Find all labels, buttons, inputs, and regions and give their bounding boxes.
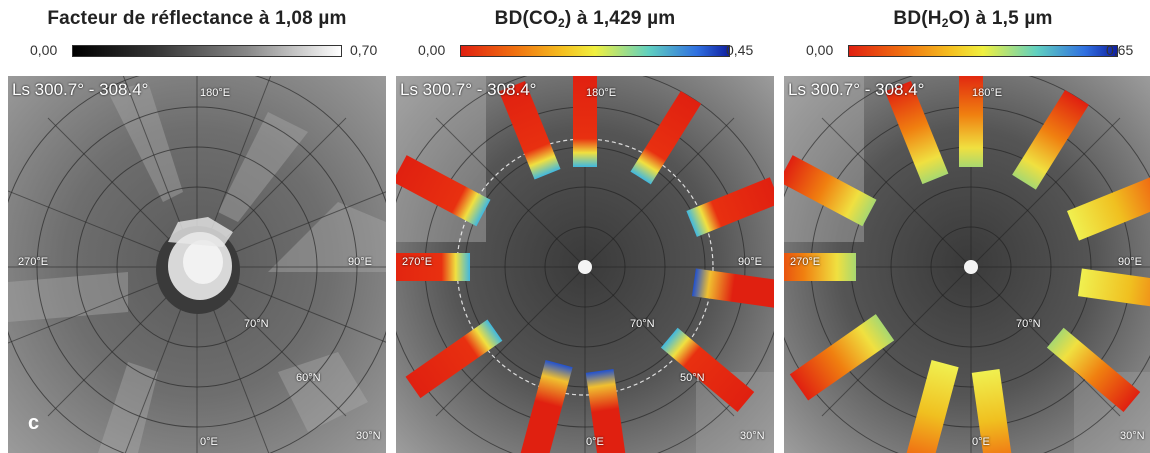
title-sub: 2: [941, 16, 949, 30]
label-90E: 90°E: [738, 256, 762, 268]
map-border: [396, 72, 774, 76]
label-270E: 270°E: [402, 256, 433, 268]
label-270E: 270°E: [18, 256, 49, 268]
title-main: BD(CO: [494, 8, 558, 29]
panel-h2o: BD(H2O) à 1,5 µm 0,00 0,65: [784, 0, 1150, 453]
map-graphic: [8, 72, 386, 453]
panel-title: BD(CO2) à 1,429 µm: [396, 8, 774, 30]
map-border: [8, 72, 386, 76]
label-180E: 180°E: [586, 87, 617, 99]
colorbar-min: 0,00: [418, 42, 446, 58]
label-50N: 50°N: [680, 372, 705, 384]
colorbar-min: 0,00: [30, 42, 58, 58]
label-180E: 180°E: [200, 87, 231, 99]
label-0E: 0°E: [972, 436, 990, 448]
map-graphic: [784, 72, 1150, 453]
title-tail: ) à 1,429 µm: [564, 8, 676, 29]
label-90E: 90°E: [348, 256, 372, 268]
panel-reflectance: Facteur de réflectance à 1,08 µm 0,00 0,…: [8, 0, 386, 453]
title-main: BD(H: [893, 8, 942, 29]
colorbar-row: 0,00 0,65: [784, 42, 1150, 62]
label-90E: 90°E: [1118, 256, 1142, 268]
panel-title: Facteur de réflectance à 1,08 µm: [47, 8, 347, 29]
label-30N: 30°N: [356, 430, 381, 442]
label-0E: 0°E: [586, 436, 604, 448]
label-70N: 70°N: [1016, 318, 1041, 330]
colorbar-max: 0,65: [1106, 42, 1134, 58]
polar-map: [8, 72, 386, 453]
colorbar-max: 0,70: [350, 42, 378, 58]
label-70N: 70°N: [630, 318, 655, 330]
colorbar: [72, 45, 342, 57]
title-tail: O) à 1,5 µm: [948, 8, 1053, 29]
title-sub: 2: [557, 16, 565, 30]
colorbar-max: 0,45: [726, 42, 754, 58]
colorbar-row: 0,00 0,70: [8, 42, 386, 62]
label-30N: 30°N: [1120, 430, 1145, 442]
polar-map: [396, 72, 774, 453]
map-graphic: [396, 72, 774, 453]
panel-title: BD(H2O) à 1,5 µm: [784, 8, 1150, 30]
panel-letter: c: [28, 412, 40, 434]
observation-strips: [784, 72, 1150, 453]
colorbar-row: 0,00 0,45: [396, 42, 774, 62]
label-70N: 70°N: [244, 318, 269, 330]
label-270E: 270°E: [790, 256, 821, 268]
colorbar: [848, 45, 1118, 57]
ls-label: Ls 300.7° - 308.4°: [400, 80, 537, 99]
label-0E: 0°E: [200, 436, 218, 448]
colorbar: [460, 45, 730, 57]
map-border: [784, 72, 1150, 76]
label-30N: 30°N: [740, 430, 765, 442]
ls-label: Ls 300.7° - 308.4°: [12, 80, 149, 99]
ls-label: Ls 300.7° - 308.4°: [788, 80, 925, 99]
observation-strips: [396, 72, 774, 453]
polar-map: [784, 72, 1150, 453]
label-60N: 60°N: [296, 372, 321, 384]
label-180E: 180°E: [972, 87, 1003, 99]
colorbar-min: 0,00: [806, 42, 834, 58]
panel-co2: BD(CO2) à 1,429 µm 0,00 0,45: [396, 0, 774, 453]
